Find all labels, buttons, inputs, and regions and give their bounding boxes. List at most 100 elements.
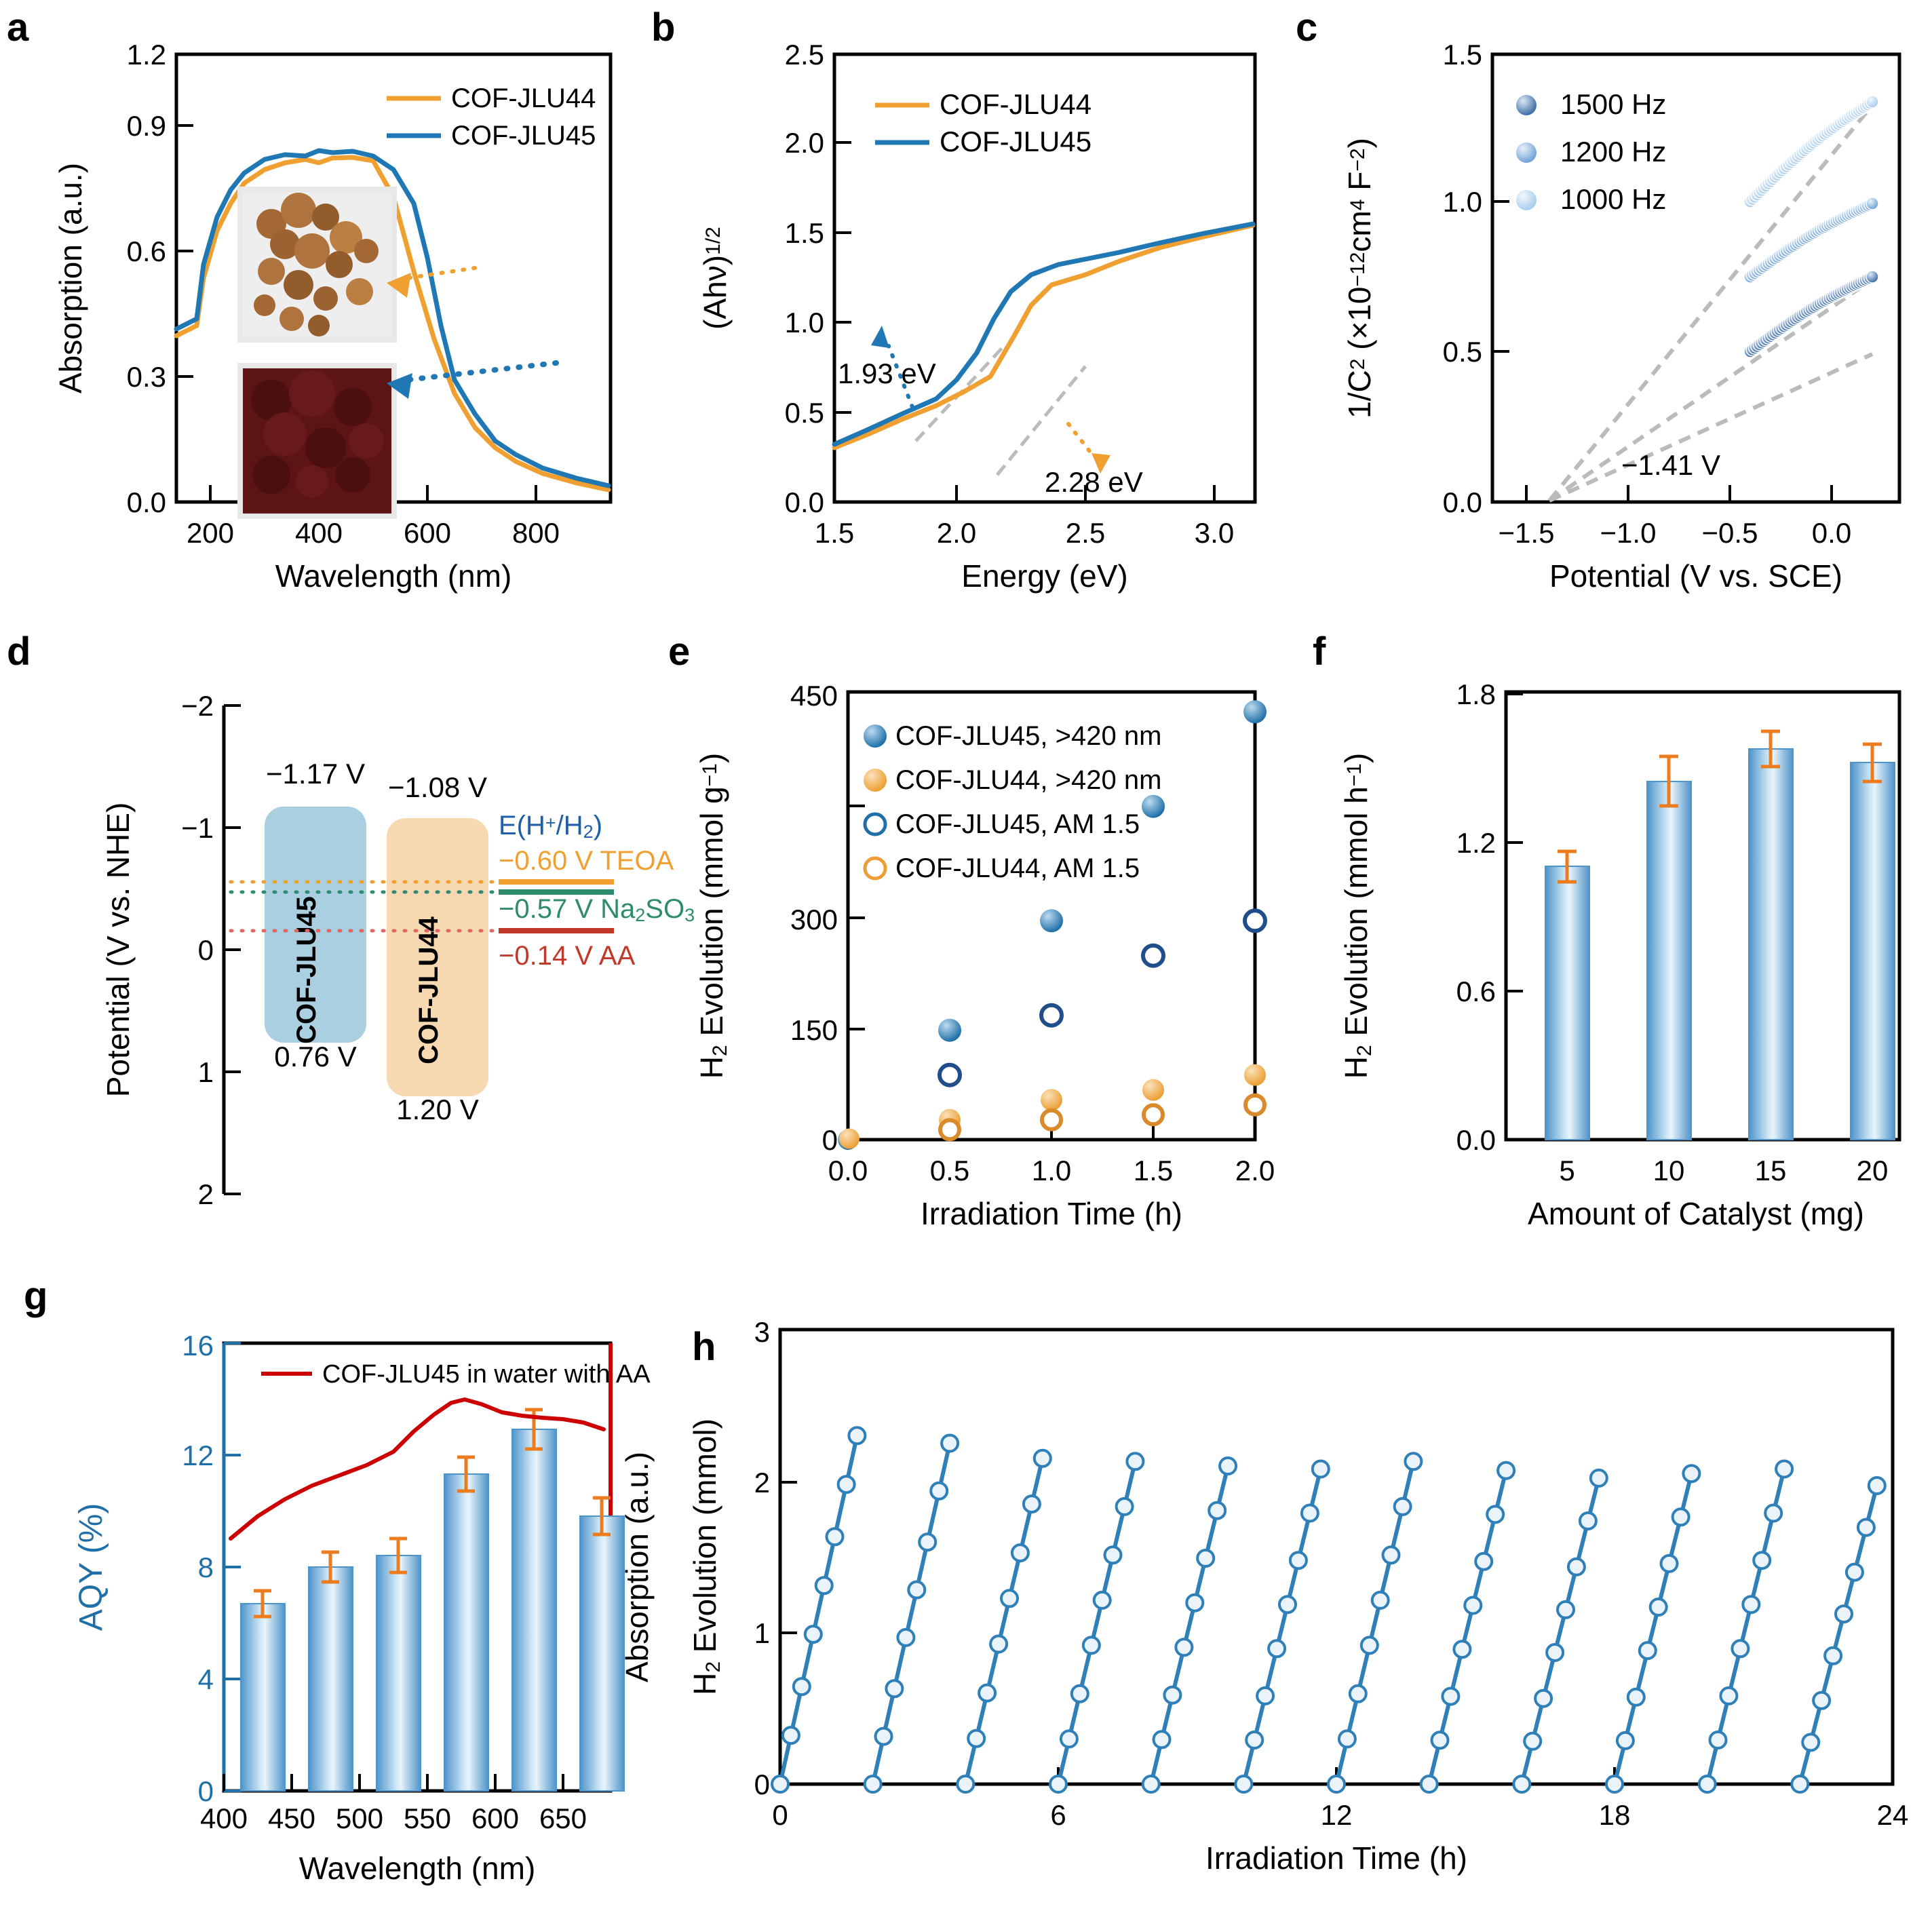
svg-text:Potential (V vs. NHE): Potential (V vs. NHE) xyxy=(100,803,136,1098)
svg-text:c: c xyxy=(1296,5,1317,50)
svg-text:2: 2 xyxy=(198,1178,214,1210)
svg-text:5: 5 xyxy=(1559,1155,1574,1186)
svg-text:600: 600 xyxy=(404,517,451,549)
svg-text:8: 8 xyxy=(198,1551,214,1583)
svg-text:1500 Hz: 1500 Hz xyxy=(1560,88,1666,120)
svg-text:H2 Evolution (mmol g−1): H2 Evolution (mmol g−1) xyxy=(694,753,731,1079)
svg-text:2: 2 xyxy=(754,1467,770,1499)
svg-text:1.93 eV: 1.93 eV xyxy=(838,358,936,389)
svg-text:1.2: 1.2 xyxy=(1456,827,1496,859)
svg-text:d: d xyxy=(7,630,31,674)
svg-text:0.5: 0.5 xyxy=(785,397,824,429)
svg-text:1.5: 1.5 xyxy=(1443,39,1482,71)
svg-text:800: 800 xyxy=(512,517,560,549)
svg-text:12: 12 xyxy=(1321,1799,1353,1831)
svg-text:400: 400 xyxy=(200,1802,248,1834)
svg-text:0.0: 0.0 xyxy=(1456,1124,1496,1156)
svg-text:6: 6 xyxy=(1050,1799,1066,1831)
svg-text:0.5: 0.5 xyxy=(930,1155,969,1186)
svg-text:1000 Hz: 1000 Hz xyxy=(1560,183,1666,215)
svg-text:4: 4 xyxy=(198,1663,214,1695)
svg-text:e: e xyxy=(668,630,690,674)
svg-text:0.0: 0.0 xyxy=(828,1155,868,1186)
svg-text:−0.14 V AA: −0.14 V AA xyxy=(499,941,636,971)
svg-text:Absorption (a.u.): Absorption (a.u.) xyxy=(53,163,88,393)
svg-text:300: 300 xyxy=(790,904,838,935)
svg-text:−1.08 V: −1.08 V xyxy=(388,771,487,803)
svg-text:Irradiation Time (h): Irradiation Time (h) xyxy=(921,1196,1182,1231)
svg-text:COF-JLU45 in water with AA: COF-JLU45 in water with AA xyxy=(322,1360,651,1389)
svg-text:2.0: 2.0 xyxy=(937,517,976,549)
svg-text:0.76 V: 0.76 V xyxy=(274,1041,356,1073)
svg-text:f: f xyxy=(1313,630,1326,674)
svg-text:Potential (V vs. SCE): Potential (V vs. SCE) xyxy=(1549,558,1842,594)
svg-text:1.20 V: 1.20 V xyxy=(396,1094,478,1125)
svg-text:450: 450 xyxy=(268,1802,315,1834)
svg-text:550: 550 xyxy=(404,1802,451,1834)
svg-text:200: 200 xyxy=(187,517,234,549)
svg-text:400: 400 xyxy=(295,517,343,549)
svg-text:0: 0 xyxy=(754,1769,770,1800)
svg-text:2.5: 2.5 xyxy=(785,39,824,71)
svg-text:0.0: 0.0 xyxy=(127,486,166,518)
svg-text:1: 1 xyxy=(754,1617,770,1649)
svg-text:650: 650 xyxy=(539,1802,587,1834)
svg-text:1.5: 1.5 xyxy=(785,217,824,249)
svg-text:1: 1 xyxy=(198,1056,214,1088)
svg-text:0.9: 0.9 xyxy=(127,110,166,142)
svg-text:COF-JLU44: COF-JLU44 xyxy=(414,916,444,1064)
svg-text:0.6: 0.6 xyxy=(127,235,166,267)
svg-text:COF-JLU45: COF-JLU45 xyxy=(292,896,322,1044)
svg-text:1.0: 1.0 xyxy=(785,307,824,339)
svg-text:10: 10 xyxy=(1653,1155,1685,1186)
svg-text:−0.5: −0.5 xyxy=(1702,517,1758,549)
svg-text:−1.41 V: −1.41 V xyxy=(1621,449,1720,481)
svg-text:(Ahν)1/2: (Ahν)1/2 xyxy=(697,227,733,330)
svg-text:1.5: 1.5 xyxy=(1134,1155,1173,1186)
svg-text:COF-JLU44, AM 1.5: COF-JLU44, AM 1.5 xyxy=(895,853,1140,883)
svg-text:−1.5: −1.5 xyxy=(1499,517,1555,549)
svg-text:Wavelength (nm): Wavelength (nm) xyxy=(275,558,512,594)
svg-text:24: 24 xyxy=(1877,1799,1909,1831)
svg-text:H2 Evolution (mmol): H2 Evolution (mmol) xyxy=(687,1418,724,1695)
svg-text:2.28 eV: 2.28 eV xyxy=(1045,466,1143,498)
svg-text:0.5: 0.5 xyxy=(1443,336,1482,368)
svg-text:2.0: 2.0 xyxy=(1235,1155,1275,1186)
svg-text:0: 0 xyxy=(822,1124,838,1156)
svg-text:600: 600 xyxy=(471,1802,519,1834)
svg-text:450: 450 xyxy=(790,680,838,712)
svg-text:3.0: 3.0 xyxy=(1195,517,1234,549)
svg-text:500: 500 xyxy=(336,1802,383,1834)
svg-text:1.0: 1.0 xyxy=(1443,186,1482,218)
svg-text:12: 12 xyxy=(182,1439,214,1471)
svg-text:2.5: 2.5 xyxy=(1066,517,1105,549)
svg-text:1.0: 1.0 xyxy=(1032,1155,1071,1186)
svg-text:b: b xyxy=(651,5,675,50)
svg-text:1/C2 (×10−12cm4 F−2): 1/C2 (×10−12cm4 F−2) xyxy=(1342,138,1377,419)
svg-text:16: 16 xyxy=(182,1330,214,1361)
svg-text:a: a xyxy=(7,5,29,50)
svg-text:15: 15 xyxy=(1755,1155,1787,1186)
svg-text:0.0: 0.0 xyxy=(1443,486,1482,518)
svg-text:−1.0: −1.0 xyxy=(1600,517,1657,549)
svg-text:Irradiation Time (h): Irradiation Time (h) xyxy=(1205,1840,1467,1876)
svg-text:COF-JLU44: COF-JLU44 xyxy=(940,88,1091,120)
svg-text:COF-JLU44, >420 nm: COF-JLU44, >420 nm xyxy=(895,765,1161,795)
svg-text:18: 18 xyxy=(1599,1799,1631,1831)
svg-text:3: 3 xyxy=(754,1316,770,1348)
svg-text:Energy (eV): Energy (eV) xyxy=(961,558,1127,594)
svg-text:g: g xyxy=(24,1274,47,1318)
svg-text:150: 150 xyxy=(790,1014,838,1046)
svg-text:COF-JLU45: COF-JLU45 xyxy=(451,121,596,151)
svg-text:2.0: 2.0 xyxy=(785,127,824,159)
svg-text:Amount of Catalyst (mg): Amount of Catalyst (mg) xyxy=(1528,1196,1864,1231)
svg-text:−2: −2 xyxy=(181,690,214,722)
svg-text:0.0: 0.0 xyxy=(1812,517,1851,549)
svg-text:COF-JLU45, AM 1.5: COF-JLU45, AM 1.5 xyxy=(895,809,1140,839)
svg-text:1.8: 1.8 xyxy=(1456,678,1496,710)
svg-text:−1.17 V: −1.17 V xyxy=(266,758,365,790)
svg-text:AQY (%): AQY (%) xyxy=(73,1503,109,1631)
svg-text:H2 Evolution (mmol h−1): H2 Evolution (mmol h−1) xyxy=(1338,753,1376,1079)
svg-text:−1: −1 xyxy=(181,812,214,844)
svg-text:1.5: 1.5 xyxy=(815,517,854,549)
